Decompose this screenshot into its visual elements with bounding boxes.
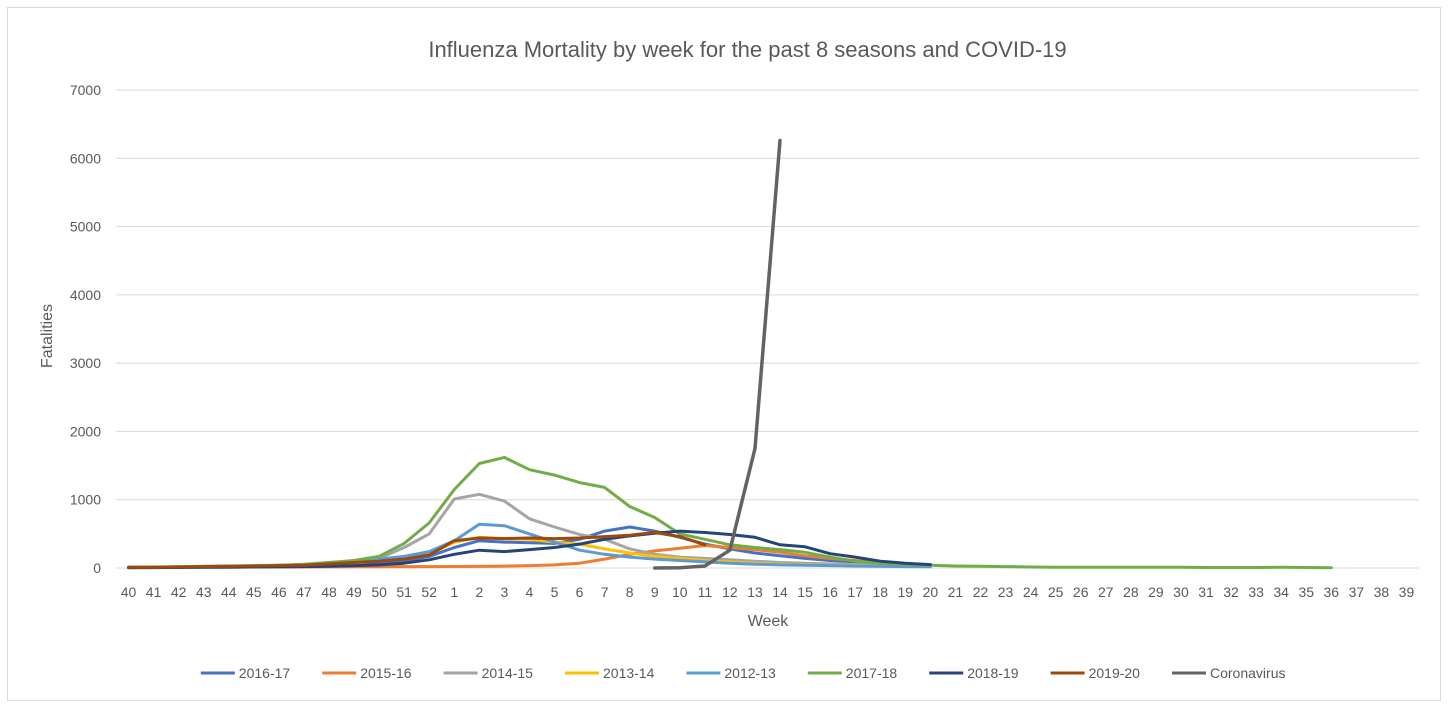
x-tick-label: 21	[948, 584, 964, 600]
y-tick-label: 2000	[70, 423, 101, 439]
x-tick-label: 37	[1349, 584, 1365, 600]
legend-entry: 2016-17	[200, 665, 291, 681]
legend-label: 2017-18	[846, 665, 898, 681]
x-axis-label: Week	[748, 613, 790, 630]
x-tick-label: 25	[1048, 584, 1064, 600]
x-tick-label: 27	[1098, 584, 1114, 600]
series-line-coronavirus	[652, 138, 782, 570]
series-lines	[127, 138, 1333, 570]
chart-frame: Influenza Mortality by week for the past…	[7, 7, 1441, 701]
x-tick-label: 8	[626, 584, 634, 600]
x-tick-label: 33	[1248, 584, 1264, 600]
x-tick-label: 11	[698, 584, 713, 600]
y-tick-labels: 0 1000 2000 3000 4000 5000 6000 7000	[70, 82, 101, 576]
legend-label: 2016-17	[239, 665, 291, 681]
y-tick-label: 5000	[70, 219, 101, 235]
x-tick-label: 34	[1273, 584, 1289, 600]
x-tick-label: 26	[1073, 584, 1089, 600]
x-tick-label: 22	[973, 584, 989, 600]
legend-entry: 2013-14	[565, 665, 655, 681]
x-tick-label: 38	[1374, 584, 1390, 600]
x-tick-label: 28	[1123, 584, 1139, 600]
x-tick-label: 39	[1399, 584, 1415, 600]
x-tick-label: 52	[421, 584, 437, 600]
y-tick-label: 3000	[70, 355, 101, 371]
y-tick-label: 6000	[70, 150, 101, 166]
legend: 2016-17 2015-16 2014-15 2013-14 2012-13 2017-…	[200, 665, 1285, 681]
x-tick-label: 35	[1298, 584, 1314, 600]
x-tick-label: 5	[551, 584, 559, 600]
x-tick-label: 36	[1324, 584, 1340, 600]
line-chart: Influenza Mortality by week for the past…	[39, 37, 1419, 681]
legend-label: 2018-19	[967, 665, 1019, 681]
x-tick-label: 4	[526, 584, 534, 600]
y-tick-label: 0	[93, 560, 101, 576]
x-tick-label: 42	[171, 584, 187, 600]
x-tick-label: 18	[872, 584, 888, 600]
x-tick-label: 20	[923, 584, 939, 600]
x-tick-label: 46	[271, 584, 287, 600]
x-tick-label: 17	[847, 584, 863, 600]
x-tick-label: 24	[1023, 584, 1039, 600]
x-tick-label: 48	[321, 584, 337, 600]
x-tick-label: 7	[601, 584, 609, 600]
x-tick-label: 1	[450, 584, 458, 600]
legend-label: 2019-20	[1089, 665, 1141, 681]
x-tick-label: 29	[1148, 584, 1164, 600]
x-tick-label: 40	[121, 584, 137, 600]
legend-label: 2013-14	[603, 665, 655, 681]
x-tick-label: 6	[576, 584, 584, 600]
x-tick-label: 44	[221, 584, 237, 600]
x-tick-label: 50	[371, 584, 387, 600]
legend-entry: 2012-13	[686, 665, 776, 681]
x-tick-label: 19	[898, 584, 914, 600]
x-tick-label: 45	[246, 584, 262, 600]
x-tick-label: 12	[722, 584, 738, 600]
legend-label: Coronavirus	[1210, 665, 1285, 681]
x-tick-label: 49	[346, 584, 362, 600]
x-tick-label: 2	[475, 584, 483, 600]
legend-entry: 2018-19	[929, 665, 1019, 681]
legend-label: 2015-16	[360, 665, 412, 681]
legend-entry: 2019-20	[1050, 665, 1141, 681]
y-axis-label: Fatalities	[39, 304, 56, 368]
x-tick-label: 3	[500, 584, 508, 600]
legend-entry: 2015-16	[322, 665, 412, 681]
x-tick-label: 10	[672, 584, 688, 600]
legend-label: 2014-15	[482, 665, 534, 681]
x-tick-label: 51	[396, 584, 412, 600]
x-tick-label: 43	[196, 584, 212, 600]
x-tick-label: 41	[146, 584, 162, 600]
x-tick-label: 23	[998, 584, 1014, 600]
legend-entry: Coronavirus	[1172, 665, 1285, 681]
x-tick-label: 31	[1198, 584, 1214, 600]
x-tick-label: 16	[822, 584, 838, 600]
x-tick-label: 14	[772, 584, 788, 600]
x-tick-label: 15	[797, 584, 813, 600]
x-tick-labels: 40 41 42 43 44 45 46 47 48 49 50 51 52 1 2 3 4 5 6 7 8 9 10 11 1…	[121, 584, 1415, 600]
x-tick-label: 47	[296, 584, 312, 600]
y-tick-label: 7000	[70, 82, 101, 98]
y-tick-label: 1000	[70, 492, 101, 508]
x-tick-label: 9	[651, 584, 659, 600]
series-line-2019-20	[127, 531, 707, 569]
y-tick-label: 4000	[70, 287, 101, 303]
x-tick-label: 30	[1173, 584, 1189, 600]
legend-label: 2012-13	[724, 665, 776, 681]
gridlines	[116, 89, 1419, 569]
x-tick-label: 13	[747, 584, 763, 600]
series-line-2012-13	[127, 522, 932, 569]
legend-entry: 2017-18	[807, 665, 898, 681]
x-tick-label: 32	[1223, 584, 1239, 600]
chart-title: Influenza Mortality by week for the past…	[428, 37, 1066, 62]
legend-entry: 2014-15	[443, 665, 534, 681]
